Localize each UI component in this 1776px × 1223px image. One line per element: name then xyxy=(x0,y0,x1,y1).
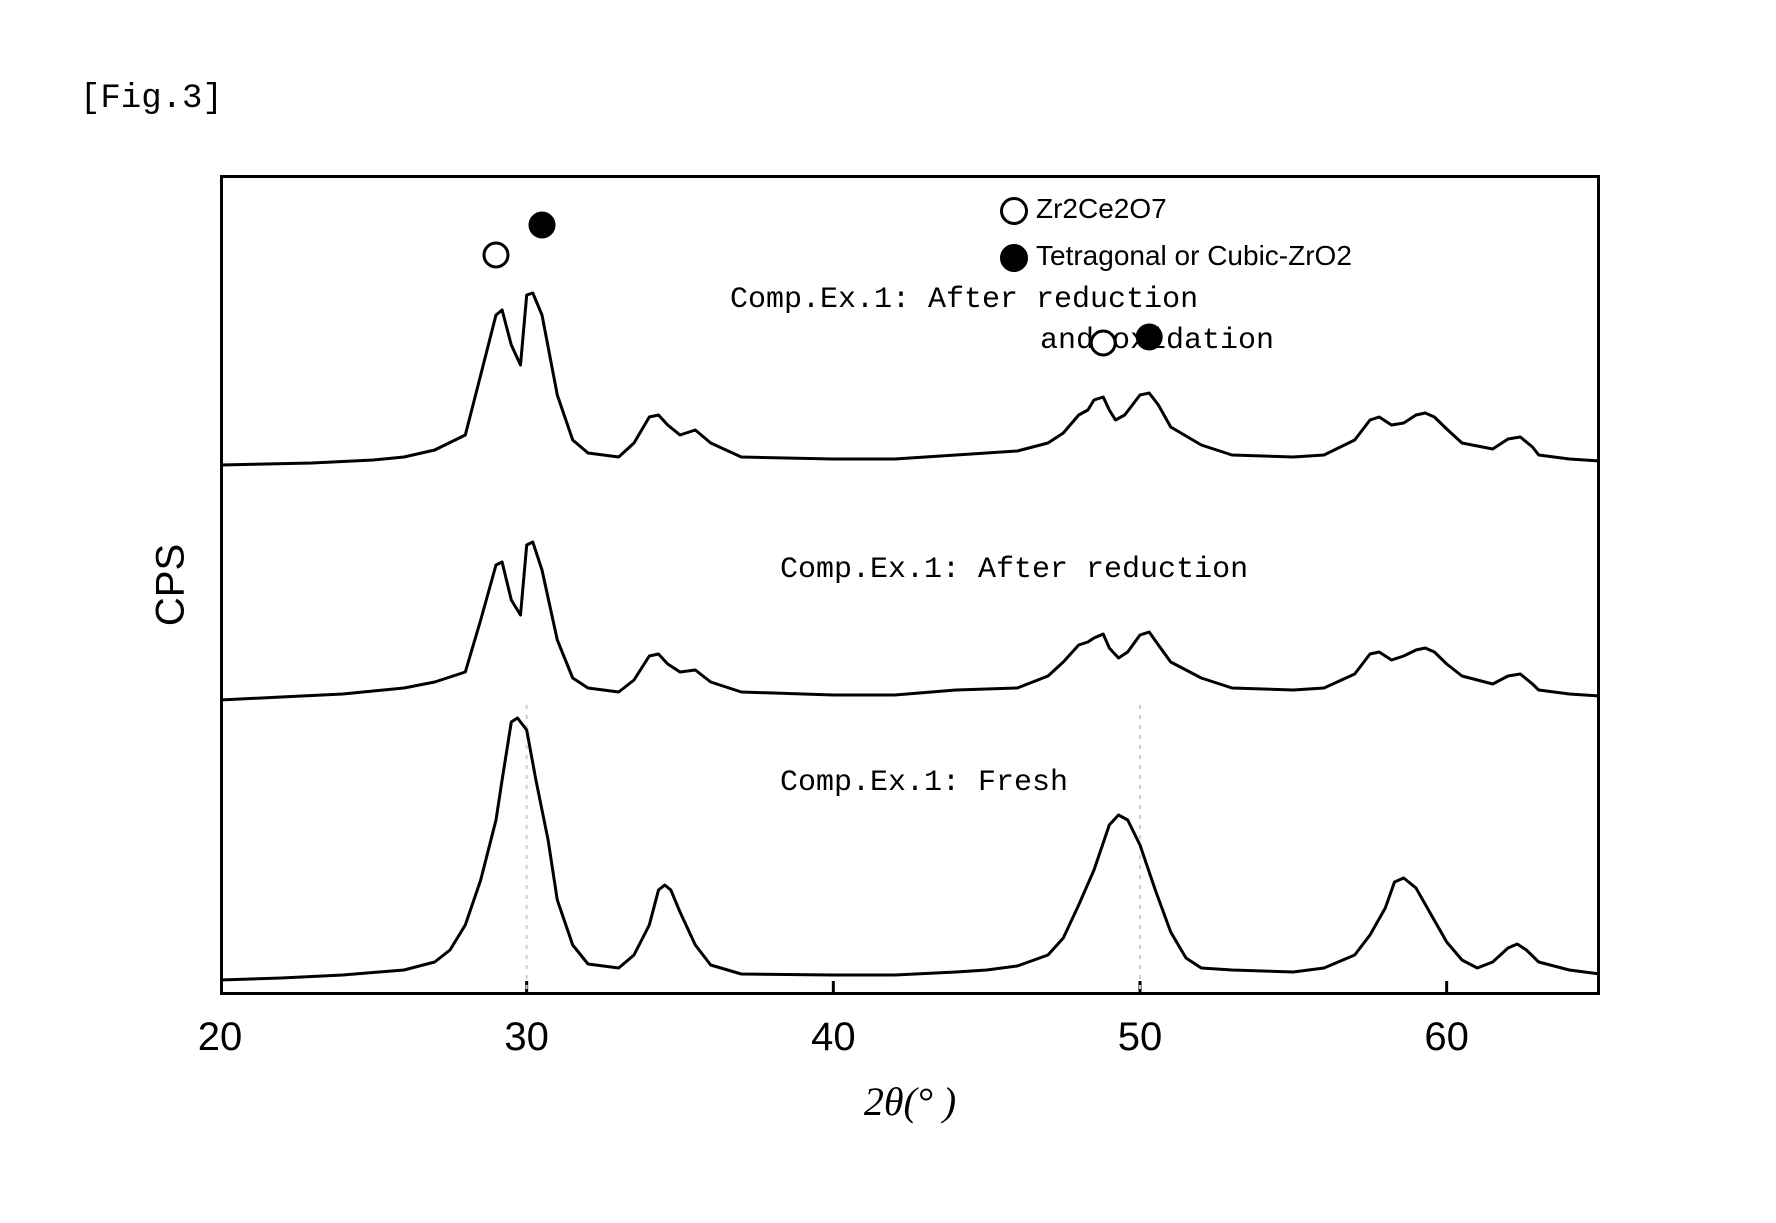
filled-circle-icon xyxy=(1000,244,1028,272)
x-tick-label: 20 xyxy=(198,1015,243,1060)
legend-item-filled: Tetragonal or Cubic-ZrO2 xyxy=(1000,240,1352,272)
legend-label-filled: Tetragonal or Cubic-ZrO2 xyxy=(1036,240,1352,271)
series-label: Comp.Ex.1: Fresh xyxy=(780,763,1068,804)
figure-label: [Fig.3] xyxy=(80,80,223,118)
x-tick-label: 60 xyxy=(1424,1015,1469,1060)
legend-item-open: Zr2Ce2O7 xyxy=(1000,193,1167,225)
chart-area: CPS 2θ(° ) 2030405060 Zr2Ce2O7 Tetragona… xyxy=(220,175,1600,995)
series-label: Comp.Ex.1: After reduction xyxy=(780,550,1248,591)
open-circle-icon xyxy=(1000,197,1028,225)
y-axis-label: CPS xyxy=(149,544,194,626)
x-axis-label: 2θ(° ) xyxy=(864,1078,956,1125)
legend-label-open: Zr2Ce2O7 xyxy=(1036,193,1167,224)
series-label: Comp.Ex.1: After reductionand oxidation xyxy=(730,280,1274,361)
x-tick-label: 50 xyxy=(1118,1015,1163,1060)
figure-container: [Fig.3] CPS 2θ(° ) 2030405060 Zr2Ce2O7 T… xyxy=(40,40,1776,1183)
x-tick-label: 30 xyxy=(504,1015,549,1060)
x-tick-label: 40 xyxy=(811,1015,856,1060)
